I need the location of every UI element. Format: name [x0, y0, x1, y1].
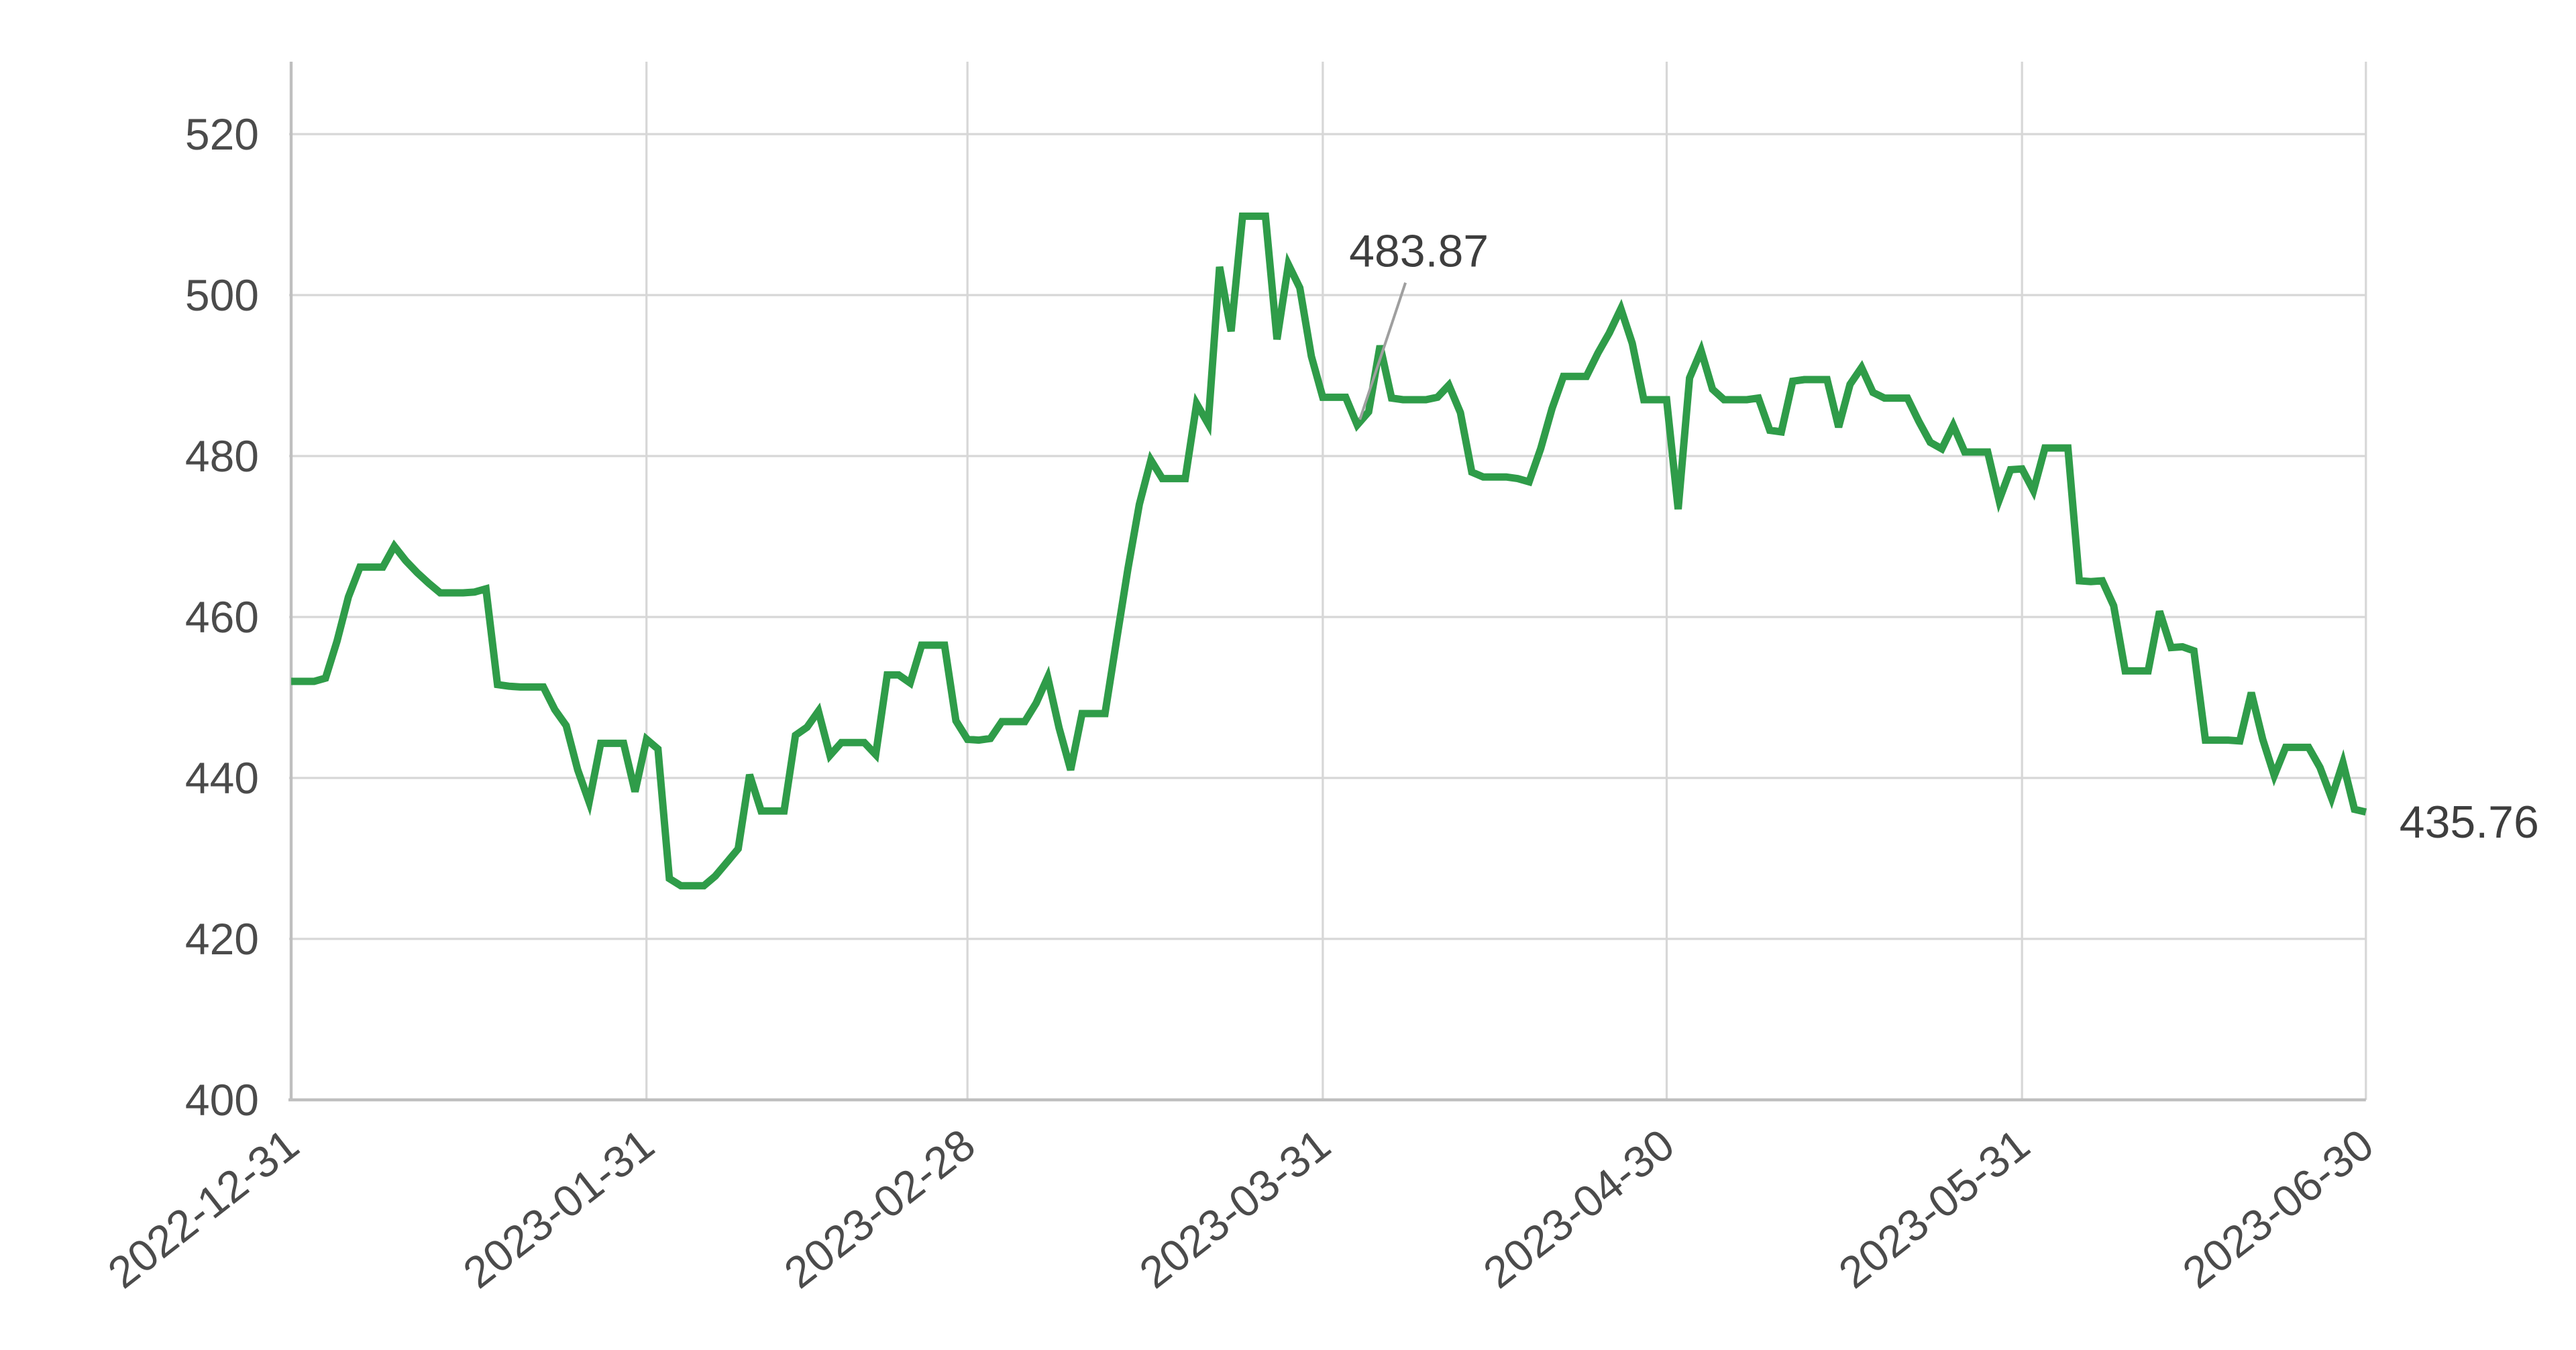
y-tick-label-500: 500	[185, 270, 259, 320]
y-gridlines	[289, 133, 2366, 940]
x-gridlines	[290, 62, 2367, 1100]
axes	[288, 62, 2366, 1102]
x-tick-label-2023-05-31: 2023-05-31	[1829, 1119, 2039, 1298]
price-line-series	[291, 212, 2367, 890]
y-tick-label-400: 400	[185, 1075, 259, 1125]
x-tick-label-2023-06-30: 2023-06-30	[2174, 1119, 2383, 1298]
y-tick-label-420: 420	[185, 914, 259, 964]
annotations: 483.87 435.76	[1349, 226, 2539, 848]
x-tick-label-2023-03-31: 2023-03-31	[1130, 1119, 1340, 1298]
x-tick-label-2023-01-31: 2023-01-31	[454, 1119, 663, 1298]
x-tick-labels: 2022-12-31 2023-01-31 2023-02-28 2023-03-31…	[99, 1119, 2382, 1298]
x-tick-label-2023-02-28: 2023-02-28	[775, 1119, 984, 1298]
y-tick-label-520: 520	[185, 109, 259, 159]
y-tick-label-440: 440	[185, 753, 259, 803]
y-tick-labels: 400 420 440 460 480 500 520	[185, 109, 259, 1125]
x-tick-label-2023-04-30: 2023-04-30	[1474, 1119, 1683, 1298]
x-tick-label-2022-12-31: 2022-12-31	[99, 1119, 308, 1298]
annotation-callout-label: 483.87	[1349, 226, 1489, 277]
y-tick-label-480: 480	[185, 431, 259, 481]
y-tick-label-460: 460	[185, 592, 259, 642]
annotation-leader-line	[1358, 282, 1407, 420]
annotation-end-label: 435.76	[2400, 797, 2539, 848]
